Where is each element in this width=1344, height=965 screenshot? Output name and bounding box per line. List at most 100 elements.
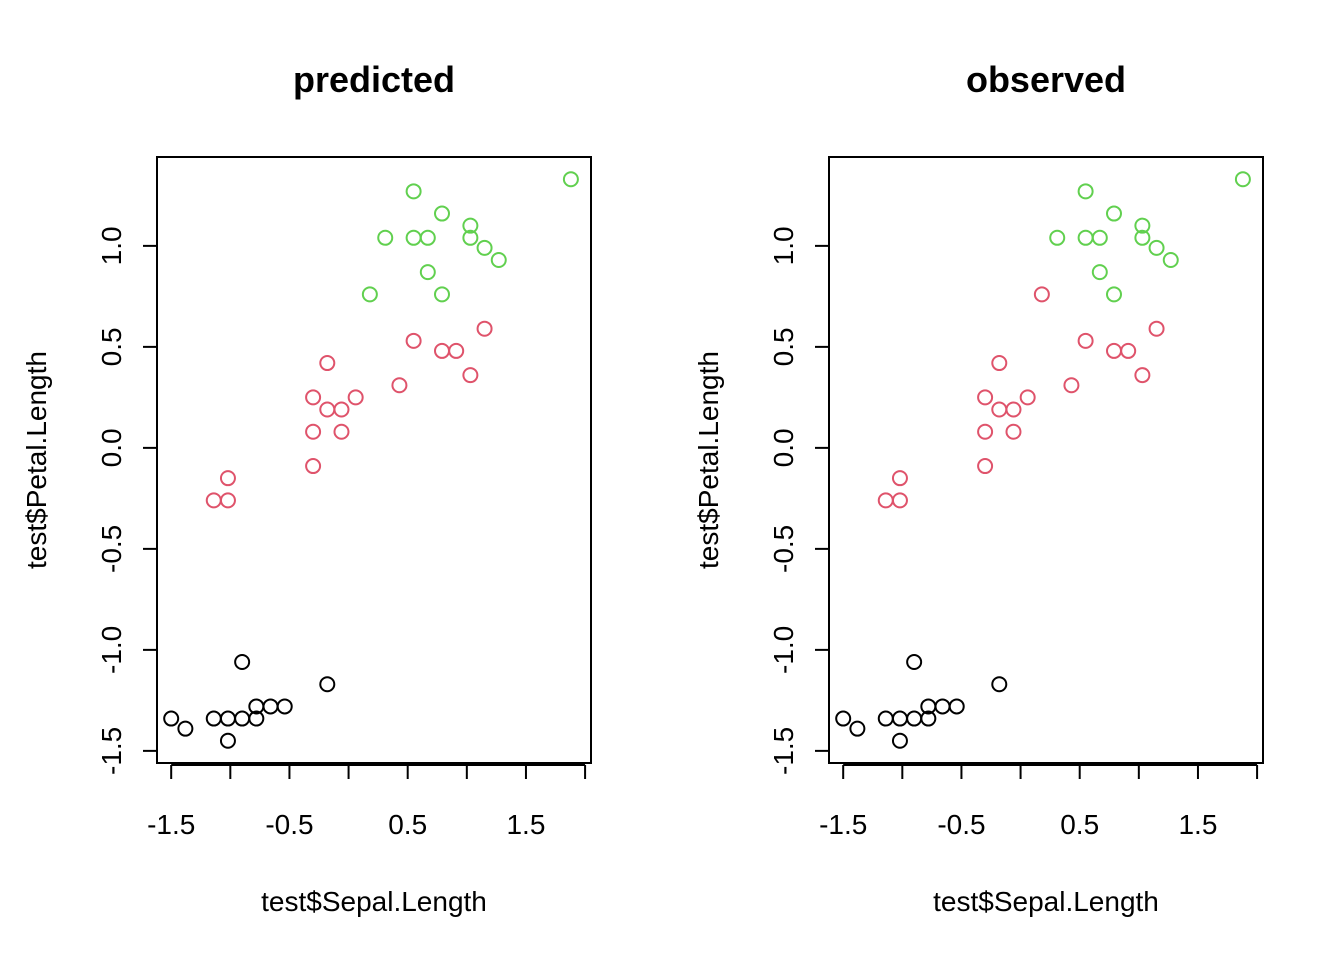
data-point [462, 217, 479, 234]
data-point [906, 710, 923, 727]
data-point [248, 710, 265, 727]
data-point [433, 205, 450, 222]
panel-predicted: predicted -1.5 -0.5 0.5 1.5 -1.5 -1.0 -0.5 0.0… [21, 59, 592, 917]
data-point [934, 698, 951, 715]
chart-title: predicted [293, 59, 455, 100]
plot-frame [828, 156, 1264, 764]
x-tick-label: -0.5 [265, 809, 313, 840]
data-point [419, 264, 436, 281]
data-point [419, 229, 436, 246]
data-point [377, 229, 394, 246]
y-tick-label: -1.5 [768, 727, 799, 775]
data-point [234, 710, 251, 727]
data-points [163, 171, 579, 749]
x-axis-label: test$Sepal.Length [261, 886, 487, 917]
data-point [1120, 342, 1137, 359]
data-point [1105, 286, 1122, 303]
plot-frame [156, 156, 592, 764]
data-point [1077, 183, 1094, 200]
x-axis: -1.5 -0.5 0.5 1.5 [147, 764, 587, 840]
panel-observed: observed -1.5 -0.5 0.5 1.5 -1.5 -1.0 -0.5 0.0 0… [693, 59, 1264, 917]
data-point [1148, 320, 1165, 337]
data-point [448, 342, 465, 359]
data-points [835, 171, 1251, 749]
data-point [462, 367, 479, 384]
data-point [476, 320, 493, 337]
data-point [849, 720, 866, 737]
x-tick-label: -0.5 [937, 809, 985, 840]
y-tick-label: -0.5 [96, 525, 127, 573]
data-point [1063, 377, 1080, 394]
data-point [991, 355, 1008, 372]
data-point [219, 732, 236, 749]
data-point [1234, 171, 1251, 188]
data-point [906, 654, 923, 670]
data-point [319, 401, 336, 418]
data-point [1105, 205, 1122, 222]
data-point [835, 710, 852, 727]
data-point [877, 710, 894, 727]
data-point [391, 377, 408, 394]
data-point [977, 389, 994, 406]
x-tick-label: 1.5 [506, 809, 545, 840]
data-point [948, 698, 965, 715]
y-tick-label: 0.0 [768, 428, 799, 467]
x-tick-label: 1.5 [1178, 809, 1217, 840]
data-point [1148, 239, 1165, 256]
data-point [333, 401, 350, 418]
data-point [977, 458, 994, 475]
data-point [476, 239, 493, 256]
y-tick-label: -1.0 [96, 626, 127, 674]
data-point [205, 492, 222, 509]
x-tick-label: -1.5 [147, 809, 195, 840]
data-point [1005, 401, 1022, 418]
x-tick-label: -1.5 [819, 809, 867, 840]
data-point [1134, 367, 1151, 384]
data-point [1049, 229, 1066, 246]
y-tick-label: -0.5 [768, 525, 799, 573]
data-point [405, 332, 422, 349]
data-point [1005, 423, 1022, 440]
y-axis-label: test$Petal.Length [693, 351, 724, 569]
data-point [177, 720, 194, 737]
data-point [490, 252, 507, 269]
data-point [319, 676, 336, 693]
data-point [1105, 342, 1122, 359]
data-point [305, 458, 322, 475]
x-axis-label: test$Sepal.Length [933, 886, 1159, 917]
y-tick-label: 1.0 [96, 226, 127, 265]
data-point [305, 423, 322, 440]
data-point [433, 286, 450, 303]
x-tick-label: 0.5 [388, 809, 427, 840]
data-point [1134, 229, 1151, 246]
y-axis: -1.5 -1.0 -0.5 0.0 0.5 1.0 [768, 226, 830, 775]
y-tick-label: 0.0 [96, 428, 127, 467]
data-point [891, 732, 908, 749]
data-point [1019, 389, 1036, 406]
data-point [977, 423, 994, 440]
data-point [262, 698, 279, 715]
y-axis: -1.5 -1.0 -0.5 0.0 0.5 1.0 [96, 226, 158, 775]
data-point [1134, 217, 1151, 234]
chart-title: observed [966, 59, 1126, 100]
data-point [1077, 332, 1094, 349]
data-point [991, 676, 1008, 693]
y-tick-label: 0.5 [96, 327, 127, 366]
data-point [891, 470, 908, 487]
data-point [163, 710, 180, 727]
data-point [891, 710, 908, 727]
data-point [920, 710, 937, 727]
data-point [319, 355, 336, 372]
y-tick-label: -1.5 [96, 727, 127, 775]
y-tick-label: -1.0 [768, 626, 799, 674]
data-point [1091, 264, 1108, 281]
data-point [347, 389, 364, 406]
data-point [405, 183, 422, 200]
data-point [219, 470, 236, 487]
data-point [405, 229, 422, 246]
y-tick-label: 1.0 [768, 226, 799, 265]
data-point [562, 171, 579, 188]
y-tick-label: 0.5 [768, 327, 799, 366]
